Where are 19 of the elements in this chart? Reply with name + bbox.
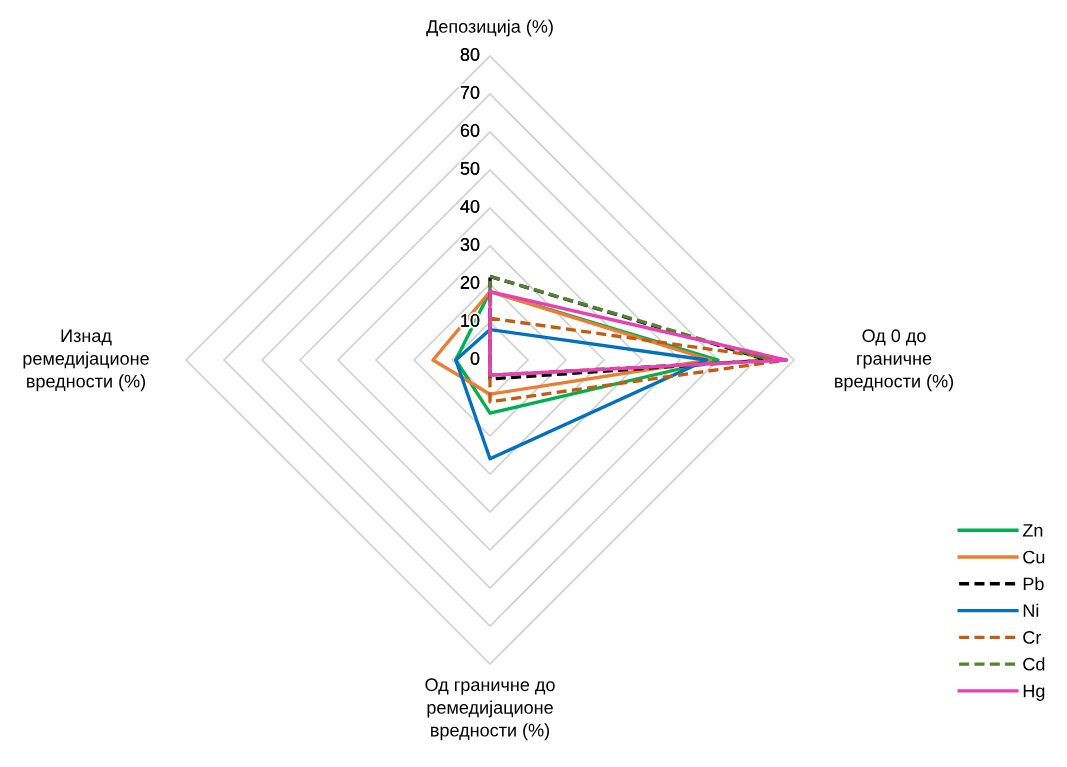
y-tick-label: 50 (460, 162, 480, 175)
legend-label: Ni (1023, 603, 1039, 617)
y-tick-label: 70 (460, 86, 480, 99)
y-tick-label: 0 (470, 352, 480, 365)
legend-label: Cu (1023, 550, 1045, 564)
y-tick-label: 80 (460, 48, 480, 61)
spoke-label: Депозиција (%) (426, 19, 553, 37)
spoke-label: Изнад ремедијационе вредности (%) (23, 329, 149, 392)
legend-label: Hg (1023, 684, 1045, 701)
y-tick-label: 20 (460, 276, 480, 289)
y-tick-label: 60 (460, 124, 480, 137)
y-tick-label: 40 (460, 200, 480, 213)
y-tick-label: 30 (460, 238, 480, 251)
legend-label: Cd (1023, 657, 1045, 671)
spoke-label: Од 0 до граничне вредности (%) (835, 329, 954, 392)
legend-label: Cr (1023, 631, 1042, 644)
legend-label: Zn (1022, 524, 1043, 537)
legend-label: Pb (1023, 577, 1044, 591)
spoke-label: Од граничне до ремедијационе вредности (%) (425, 678, 555, 741)
